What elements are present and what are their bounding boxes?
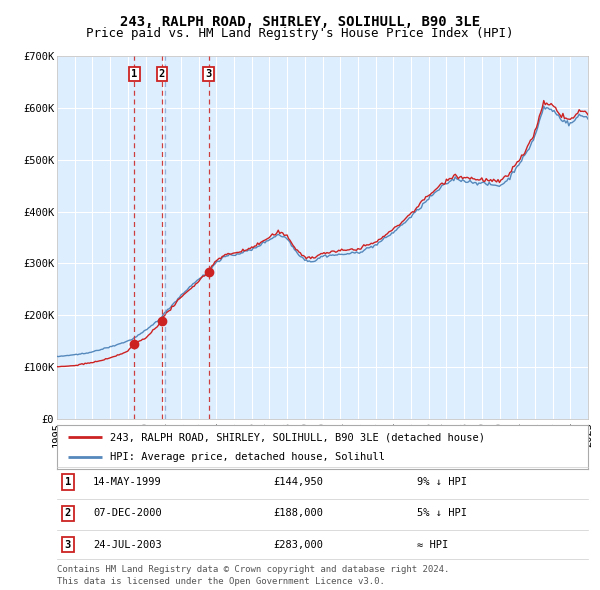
Text: 243, RALPH ROAD, SHIRLEY, SOLIHULL, B90 3LE (detached house): 243, RALPH ROAD, SHIRLEY, SOLIHULL, B90 … xyxy=(110,432,485,442)
Text: 3: 3 xyxy=(65,540,71,549)
Text: £144,950: £144,950 xyxy=(273,477,323,487)
Text: ≈ HPI: ≈ HPI xyxy=(417,540,448,549)
Text: HPI: Average price, detached house, Solihull: HPI: Average price, detached house, Soli… xyxy=(110,452,385,461)
Text: 1: 1 xyxy=(65,477,71,487)
Text: 2: 2 xyxy=(159,69,165,79)
Text: 5% ↓ HPI: 5% ↓ HPI xyxy=(417,509,467,518)
Text: £283,000: £283,000 xyxy=(273,540,323,549)
Text: 24-JUL-2003: 24-JUL-2003 xyxy=(93,540,162,549)
Text: 14-MAY-1999: 14-MAY-1999 xyxy=(93,477,162,487)
Text: 3: 3 xyxy=(205,69,212,79)
Text: Contains HM Land Registry data © Crown copyright and database right 2024.: Contains HM Land Registry data © Crown c… xyxy=(57,565,449,574)
Text: 07-DEC-2000: 07-DEC-2000 xyxy=(93,509,162,518)
Text: This data is licensed under the Open Government Licence v3.0.: This data is licensed under the Open Gov… xyxy=(57,577,385,586)
Text: 9% ↓ HPI: 9% ↓ HPI xyxy=(417,477,467,487)
Text: 243, RALPH ROAD, SHIRLEY, SOLIHULL, B90 3LE: 243, RALPH ROAD, SHIRLEY, SOLIHULL, B90 … xyxy=(120,15,480,29)
Text: Price paid vs. HM Land Registry's House Price Index (HPI): Price paid vs. HM Land Registry's House … xyxy=(86,27,514,40)
Text: 2: 2 xyxy=(65,509,71,518)
Text: 1: 1 xyxy=(131,69,137,79)
Text: £188,000: £188,000 xyxy=(273,509,323,518)
